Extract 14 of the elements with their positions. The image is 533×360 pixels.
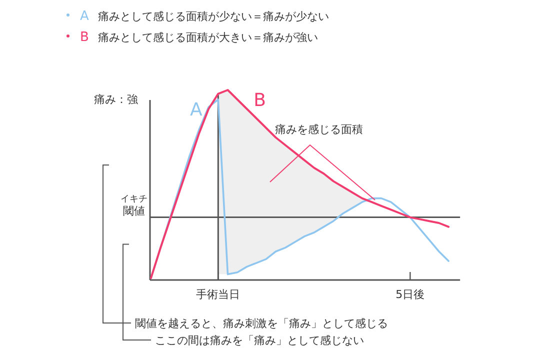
text: イキチ (120, 194, 148, 204)
legend-label: B (80, 30, 89, 45)
y-axis-title: 痛み：強 (94, 93, 138, 106)
text: B (254, 90, 266, 111)
text: 閾値を越えると、痛み刺激を「痛み」として感じる (135, 317, 388, 330)
annotation: 痛みを感じる面積 (275, 123, 363, 136)
x-tick-label: 5日後 (396, 288, 425, 301)
ref-line-label: 閾値 (123, 204, 145, 218)
legend-label: A (80, 9, 89, 24)
text: ここの間は痛みを「痛み」として感じない (155, 334, 364, 347)
text: 痛みとして感じる面積が大きい＝痛みが強い (98, 31, 318, 44)
x-tick-label: 手術当日 (196, 288, 240, 301)
text: 痛みとして感じる面積が少ない＝痛みが少ない (98, 10, 329, 23)
text: A (190, 100, 202, 120)
